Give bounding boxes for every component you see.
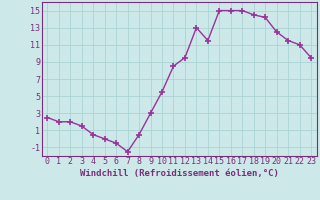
X-axis label: Windchill (Refroidissement éolien,°C): Windchill (Refroidissement éolien,°C) (80, 169, 279, 178)
